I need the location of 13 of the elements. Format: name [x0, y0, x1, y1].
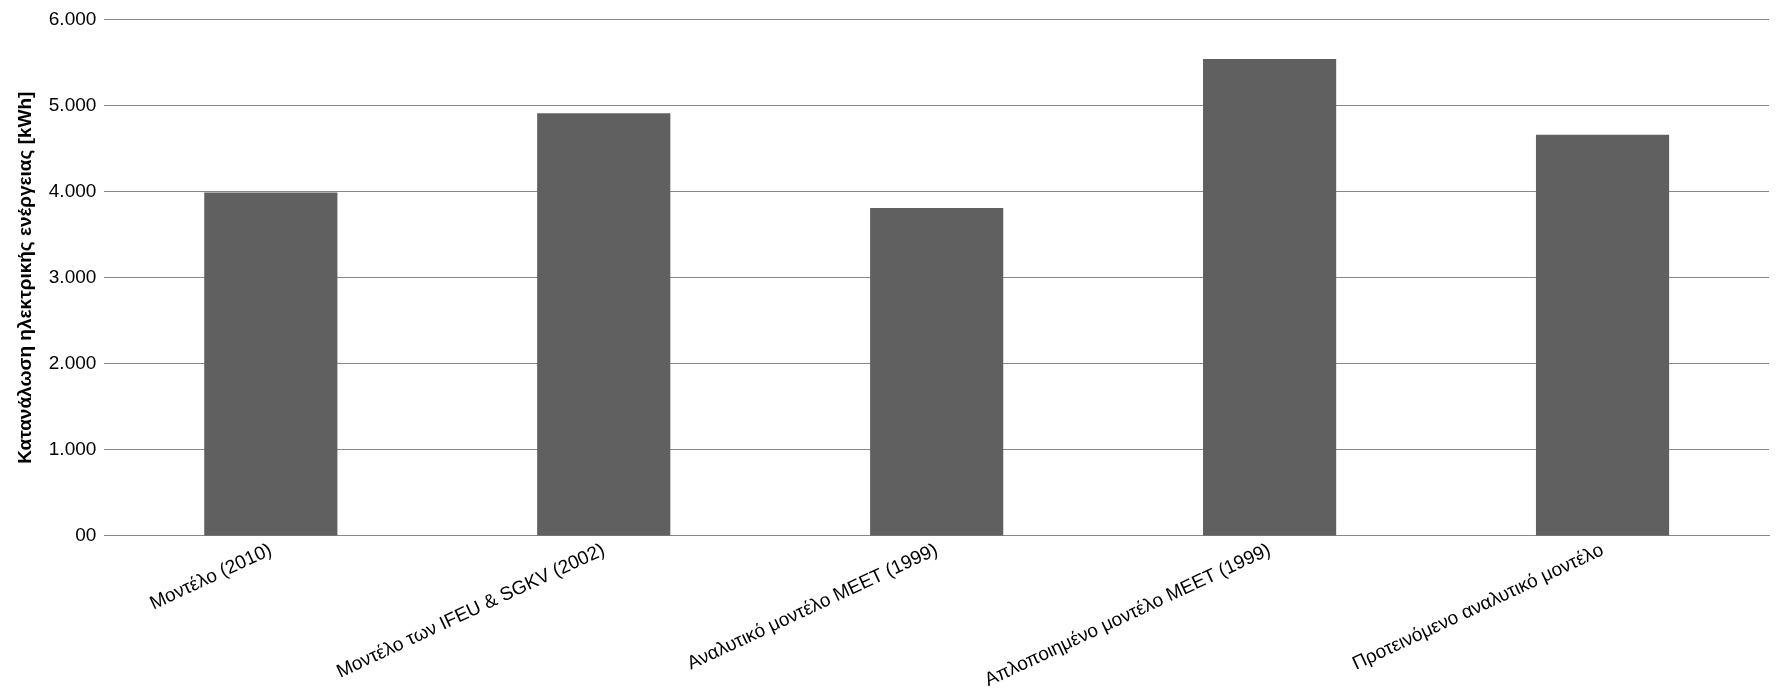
y-tick-label: 00	[75, 524, 97, 546]
y-tick-label: 3.000	[48, 265, 97, 287]
bar	[1535, 134, 1670, 536]
y-tick-label: 5.000	[48, 93, 97, 115]
bar	[870, 207, 1004, 536]
y-axis-title: Κατανάλωση ηλεκτρικής ενέργειας [kWh]	[13, 91, 35, 464]
y-tick-label: 1.000	[48, 438, 97, 460]
y-tick-label: 2.000	[48, 351, 97, 373]
y-tick-label: 4.000	[48, 179, 97, 201]
bar	[204, 192, 338, 536]
bar	[1203, 59, 1337, 536]
bar	[537, 113, 671, 536]
y-tick-label: 6.000	[48, 7, 97, 29]
